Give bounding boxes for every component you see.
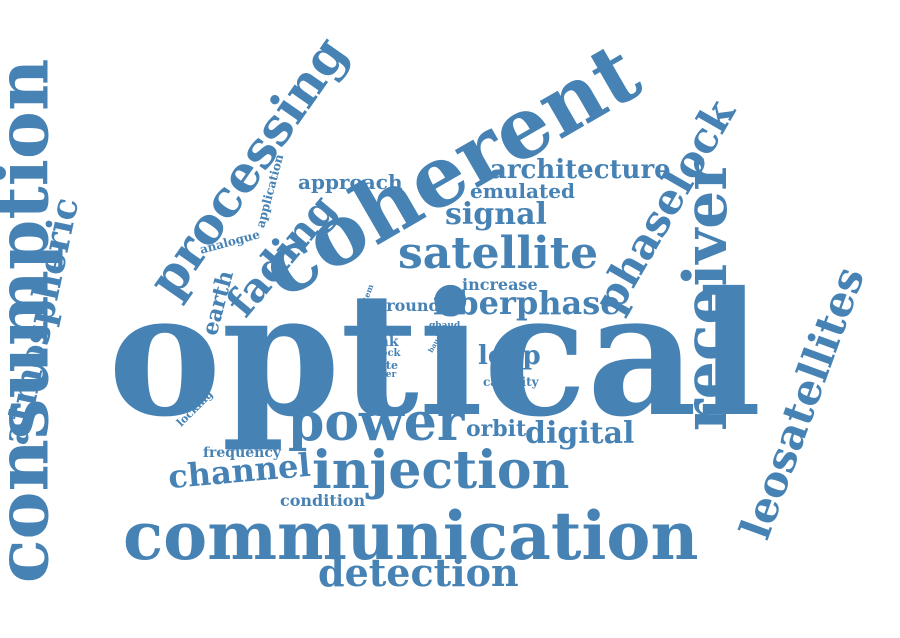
word-emulated: emulated: [470, 179, 575, 203]
word-fiberphase: fiberphase: [433, 284, 621, 322]
word-frequency: frequency: [203, 445, 282, 461]
word-ground: ground: [375, 296, 440, 315]
word-data: data: [383, 324, 401, 333]
word-link: link: [368, 334, 399, 350]
word-orbit: orbit: [466, 416, 527, 442]
word-signal: signal: [445, 197, 547, 232]
word-satellite: satellite: [398, 228, 599, 279]
word-detection: detection: [318, 550, 519, 595]
word-capacity: capacity: [483, 375, 539, 389]
word-approach: approach: [298, 170, 403, 194]
word-optical: optical: [108, 255, 762, 455]
word-rate: rate: [373, 359, 399, 372]
word-lock: lock: [377, 348, 401, 359]
word-communication: communication: [123, 497, 699, 575]
word-power: power: [288, 392, 465, 453]
word-digital: digital: [525, 416, 635, 451]
word-increase: increase: [462, 275, 538, 294]
word-gbaud: gbaud: [429, 321, 461, 331]
word-injection: injection: [312, 440, 570, 501]
word-higher: higher: [363, 370, 397, 380]
word-loop: loop: [478, 341, 541, 371]
word-architecture: architecture: [490, 155, 671, 185]
word-condition: condition: [280, 491, 366, 510]
